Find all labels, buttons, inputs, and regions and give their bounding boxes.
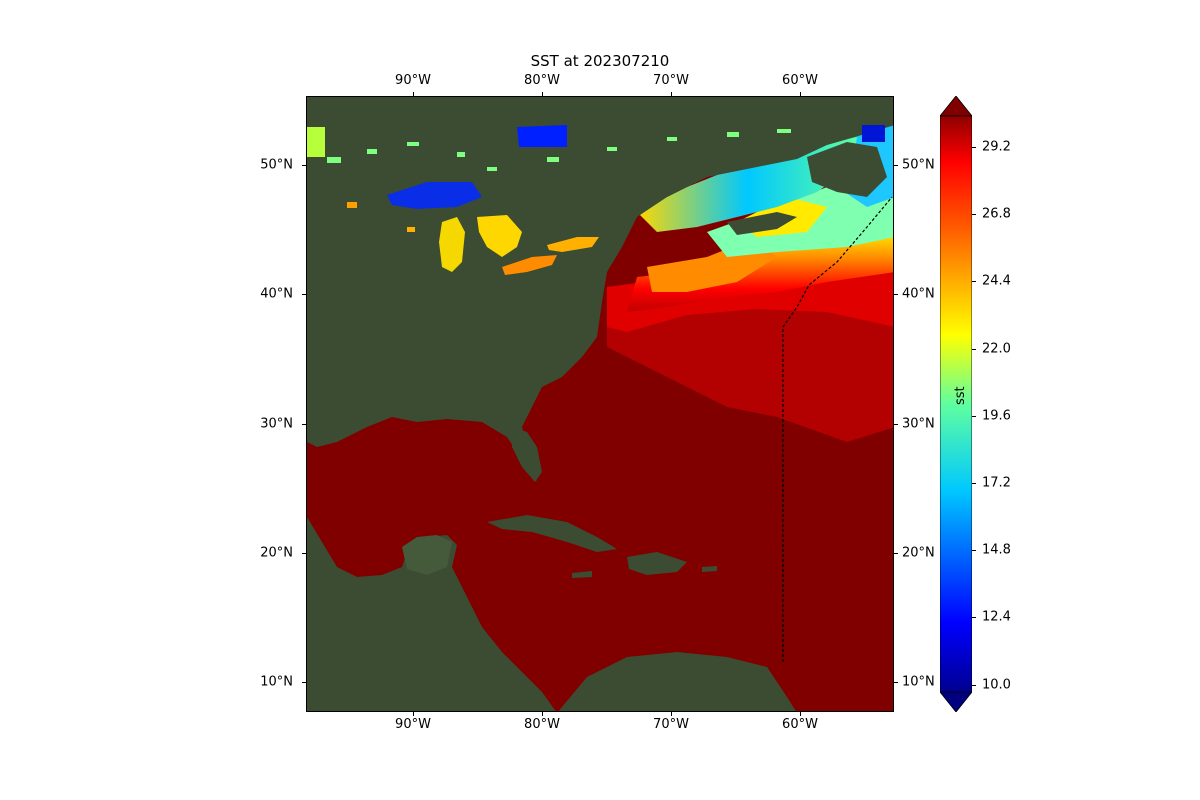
colorbar-tick: 24.4 — [982, 273, 1011, 289]
lake-ontario — [547, 237, 599, 252]
lat-tick-left-10n: 10°N — [260, 674, 293, 690]
land-nova-scotia — [727, 212, 797, 235]
land-yucatan — [402, 535, 452, 575]
land-newfoundland — [807, 142, 887, 197]
tickmark — [972, 147, 976, 148]
ship-track — [782, 196, 893, 662]
colorbar-tick: 22.0 — [982, 341, 1011, 357]
lat-tick-right-20n: 20°N — [902, 545, 935, 561]
lon-tick-bottom-60w: 60°W — [782, 717, 818, 732]
tickmark — [800, 92, 801, 96]
tickmark — [894, 424, 898, 425]
tickmark — [302, 424, 306, 425]
lat-tick-right-30n: 30°N — [902, 416, 935, 432]
lat-tick-left-50n: 50°N — [260, 157, 293, 173]
lat-tick-right-40n: 40°N — [902, 286, 935, 302]
colorbar-label: sst — [953, 386, 968, 405]
colorbar-tick: 19.6 — [982, 408, 1011, 424]
tickmark — [894, 553, 898, 554]
land-south-america — [558, 652, 796, 711]
lake-superior — [387, 182, 482, 209]
tickmark — [413, 92, 414, 96]
tickmark — [302, 682, 306, 683]
tickmark — [972, 685, 976, 686]
lake-erie — [502, 255, 557, 275]
land-cuba — [487, 515, 617, 552]
colorbar-extend-bottom — [940, 691, 972, 712]
land-hispaniola — [627, 552, 687, 575]
tickmark — [302, 165, 306, 166]
tickmark — [800, 712, 801, 716]
colorbar-gradient — [940, 115, 972, 693]
tickmark — [972, 214, 976, 215]
tickmark — [302, 294, 306, 295]
map-title: SST at 202307210 — [530, 52, 670, 70]
tickmark — [894, 165, 898, 166]
lon-tick-top-70w: 70°W — [653, 73, 689, 88]
colorbar-tick: 12.4 — [982, 609, 1011, 625]
lat-tick-left-30n: 30°N — [260, 416, 293, 432]
lon-tick-top-90w: 90°W — [395, 73, 431, 88]
land-mexico-central-america — [307, 517, 556, 711]
canadian-lakes — [307, 127, 791, 232]
tickmark — [671, 712, 672, 716]
colorbar — [940, 96, 972, 712]
colorbar-tick: 17.2 — [982, 475, 1011, 491]
tickmark — [413, 712, 414, 716]
tickmark — [542, 712, 543, 716]
tickmark — [894, 294, 898, 295]
colorbar-tick: 26.8 — [982, 206, 1011, 222]
tickmark — [671, 92, 672, 96]
lon-tick-top-60w: 60°W — [782, 73, 818, 88]
land-florida — [512, 427, 542, 482]
lat-tick-right-50n: 50°N — [902, 157, 935, 173]
lon-tick-bottom-70w: 70°W — [653, 717, 689, 732]
colorbar-tick: 29.2 — [982, 139, 1011, 155]
lon-tick-bottom-90w: 90°W — [395, 717, 431, 732]
tickmark — [972, 550, 976, 551]
lat-tick-left-20n: 20°N — [260, 545, 293, 561]
lake-michigan — [439, 217, 465, 272]
colorbar-extend-top — [940, 96, 972, 117]
tickmark — [972, 617, 976, 618]
tickmark — [972, 349, 976, 350]
tickmark — [972, 281, 976, 282]
tickmark — [972, 416, 976, 417]
lat-tick-right-10n: 10°N — [902, 674, 935, 690]
tickmark — [302, 553, 306, 554]
lat-tick-left-40n: 40°N — [260, 286, 293, 302]
gulf-st-lawrence — [637, 137, 857, 232]
tickmark — [894, 682, 898, 683]
colorbar-tick: 10.0 — [982, 677, 1011, 693]
hudson-bay-edge — [517, 125, 567, 147]
colorbar-tick: 14.8 — [982, 542, 1011, 558]
sst-map[interactable] — [306, 96, 894, 712]
land-puerto-rico — [702, 566, 717, 572]
lake-huron — [477, 215, 522, 257]
lake-nipigon — [862, 125, 885, 142]
lon-tick-bottom-80w: 80°W — [524, 717, 560, 732]
tickmark — [972, 483, 976, 484]
tickmark — [542, 92, 543, 96]
lon-tick-top-80w: 80°W — [524, 73, 560, 88]
land-jamaica — [572, 571, 592, 578]
